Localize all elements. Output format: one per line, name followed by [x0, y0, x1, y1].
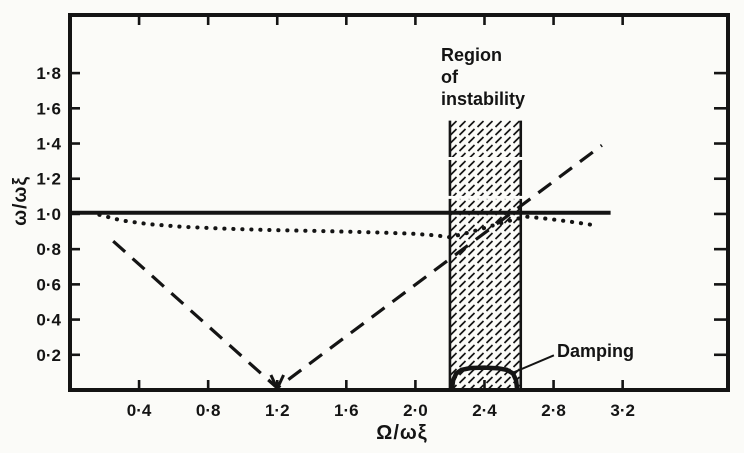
instability-band-group: [447, 120, 523, 391]
x-tick-label: 0·4: [127, 401, 152, 420]
y-axis-title: ω/ωξ: [10, 176, 31, 226]
y-tick-label: 1·4: [36, 135, 61, 154]
y-tick-label: 1·0: [36, 205, 61, 224]
y-tick-label: 1·2: [36, 170, 61, 189]
dashed-speed-line: [112, 144, 603, 390]
series-group: [70, 144, 611, 393]
damping-label: Damping: [557, 341, 635, 361]
x-tick-label: 1·6: [334, 401, 359, 420]
x-axis-title: Ω/ωξ: [376, 422, 428, 444]
axes-frame-group: [68, 13, 730, 392]
y-tick-label: 0·8: [36, 240, 61, 259]
x-tick-label: 2·4: [472, 401, 497, 420]
x-tick-label: 3·2: [610, 401, 635, 420]
x-tick-label: 0·8: [196, 401, 221, 420]
dotted-frequency-curve: [97, 212, 601, 240]
region-label-line1: Region: [441, 45, 502, 65]
y-tick-label: 0·4: [36, 311, 61, 330]
damping-leader-line: [510, 354, 555, 375]
plot-frame: [68, 13, 730, 392]
damping-curve: [449, 365, 520, 392]
tick-labels-group: 0·4 0·8 1·2 1·6 2·0 2·4 2·8 3·2 0·2 0·4 0·6 0·8 1·0 1…: [36, 64, 635, 420]
y-tick-label: 0·6: [36, 275, 61, 294]
ticks-group: [70, 15, 728, 390]
x-tick-label: 2·0: [403, 401, 428, 420]
annotation-lines-group: [510, 354, 555, 375]
band-seam: [447, 156, 523, 160]
x-tick-label: 2·8: [541, 401, 566, 420]
x-tick-label: 1·2: [265, 401, 290, 420]
instability-band: [449, 120, 521, 391]
region-label-line3: instability: [441, 89, 526, 109]
y-tick-label: 0·2: [36, 346, 61, 365]
region-label-line2: of: [441, 67, 458, 87]
y-tick-label: 1·8: [36, 64, 61, 83]
band-seam: [447, 195, 523, 199]
instability-region-label: Region of instability: [441, 44, 525, 110]
y-tick-label: 1·6: [36, 99, 61, 118]
